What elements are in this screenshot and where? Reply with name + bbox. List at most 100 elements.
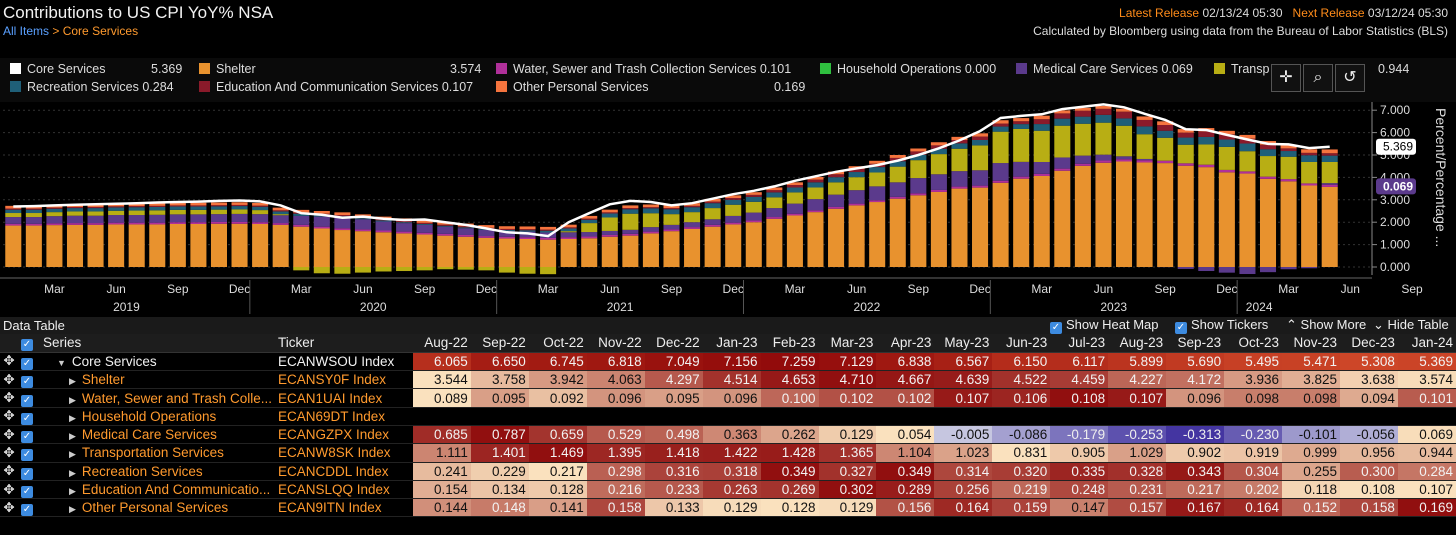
move-handle-icon[interactable]: ✥ <box>3 444 15 460</box>
legend-item-water-sewer[interactable]: Water, Sewer and Trash Collection Servic… <box>496 62 791 76</box>
show-tickers-toggle[interactable]: ✓ Show Tickers <box>1175 317 1269 334</box>
legend-item-shelter[interactable]: Shelter 3.574 <box>199 62 481 76</box>
table-cell: 4.514 <box>702 370 761 389</box>
ticker[interactable]: ECAN1UAI Index <box>277 390 383 406</box>
move-handle-icon[interactable]: ✥ <box>3 499 15 515</box>
series-name[interactable]: ▶ Other Personal Services <box>40 499 275 517</box>
table-row[interactable]: ✥ ✓ ▶ Water, Sewer and Trash Colle... ECAN1U… <box>0 388 1456 408</box>
row-checkbox[interactable]: ✓ <box>18 444 40 462</box>
zoom-icon[interactable]: ⌕ <box>1303 64 1333 92</box>
column-header-month[interactable]: Jun-23 <box>992 334 1051 353</box>
breadcrumb-current[interactable]: Core Services <box>62 24 139 38</box>
ticker[interactable]: ECANSLQQ Index <box>277 482 390 498</box>
table-row[interactable]: ✥ ✓ ▶ Household Operations ECAN69DT Index <box>0 407 1456 426</box>
series-name[interactable]: ▶ Water, Sewer and Trash Colle... <box>40 389 275 407</box>
series-name[interactable]: ▶ Education And Communicatio... <box>40 480 275 498</box>
column-header-month[interactable]: Dec-22 <box>644 334 703 353</box>
table-row[interactable]: ✥ ✓ ▶ Medical Care Services ECANGZPX Index 0.… <box>0 425 1456 444</box>
ticker[interactable]: ECAN69DT Index <box>277 408 386 424</box>
ticker[interactable]: ECANW8SK Index <box>277 445 391 461</box>
move-handle-icon[interactable]: ✥ <box>3 463 15 479</box>
bar-segment <box>1177 129 1194 133</box>
column-header-month[interactable]: Apr-23 <box>876 334 935 353</box>
ticker[interactable]: ECANWSOU Index <box>277 353 395 369</box>
move-handle-icon[interactable]: ✥ <box>3 481 15 497</box>
ticker[interactable]: ECANSY0F Index <box>277 372 387 388</box>
bar-segment <box>25 209 42 214</box>
column-header-month[interactable]: May-23 <box>934 334 993 353</box>
row-checkbox[interactable]: ✓ <box>18 499 40 517</box>
column-header-month[interactable]: Nov-23 <box>1282 334 1340 353</box>
table-row[interactable]: ✥ ✓ ▼ Core Services ECANWSOU Index 6.065 6.650… <box>0 352 1456 371</box>
expand-arrow-icon[interactable]: ▶ <box>68 431 76 442</box>
column-header-month[interactable]: Oct-23 <box>1224 334 1283 353</box>
column-header-month[interactable]: Sep-23 <box>1166 334 1225 353</box>
legend-item-household-operations[interactable]: Household Operations 0.000 <box>820 62 996 76</box>
bar-segment <box>272 214 289 216</box>
series-name[interactable]: ▶ Transportation Services <box>40 444 275 462</box>
ticker[interactable]: ECANGZPX Index <box>277 427 390 443</box>
legend-item-transportation[interactable]: Transp <box>1214 62 1269 76</box>
crosshair-icon[interactable]: ✛ <box>1271 64 1301 92</box>
legend-item-education[interactable]: Education And Communication Services 0.1… <box>199 80 473 94</box>
ticker[interactable]: ECAN9ITN Index <box>277 500 382 516</box>
column-header-month[interactable]: Jul-23 <box>1050 334 1109 353</box>
move-handle-icon[interactable]: ✥ <box>3 371 15 387</box>
reset-icon[interactable]: ↺ <box>1335 64 1365 92</box>
series-name[interactable]: ▶ Medical Care Services <box>40 425 275 443</box>
series-name[interactable]: ▶ Household Operations <box>40 407 275 425</box>
move-handle-icon[interactable]: ✥ <box>3 408 15 424</box>
hide-table-button[interactable]: ⌄ Hide Table <box>1373 317 1449 332</box>
table-row[interactable]: ✥ ✓ ▶ Recreation Services ECANCDDL Index 0.24… <box>0 462 1456 481</box>
legend-item-medical-care[interactable]: Medical Care Services 0.069 <box>1016 62 1193 76</box>
expand-arrow-icon[interactable]: ▶ <box>68 376 76 387</box>
expand-arrow-icon[interactable]: ▶ <box>68 467 76 478</box>
expand-arrow-icon[interactable]: ▶ <box>68 412 76 423</box>
expand-arrow-icon[interactable]: ▶ <box>68 394 76 405</box>
move-handle-icon[interactable]: ✥ <box>3 353 15 369</box>
move-handle-icon[interactable]: ✥ <box>3 426 15 442</box>
expand-arrow-icon[interactable]: ▶ <box>68 504 76 515</box>
table-row[interactable]: ✥ ✓ ▶ Other Personal Services ECAN9ITN Index… <box>0 498 1456 517</box>
column-header-month[interactable]: Mar-23 <box>818 334 877 353</box>
table-row[interactable]: ✥ ✓ ▶ Education And Communicatio... ECANSLQQ… <box>0 480 1456 499</box>
column-header-month[interactable]: Feb-23 <box>760 334 819 353</box>
column-header-ticker[interactable]: Ticker <box>274 334 413 353</box>
column-header-month[interactable]: Aug-22 <box>412 334 471 353</box>
table-row[interactable]: ✥ ✓ ▶ Shelter ECANSY0F Index 3.544 3.758 3.942 4… <box>0 370 1456 389</box>
column-header-month[interactable]: Sep-22 <box>470 334 529 353</box>
row-checkbox[interactable]: ✓ <box>18 371 40 389</box>
column-header-month[interactable]: Aug-23 <box>1108 334 1167 353</box>
legend-item-core-services[interactable]: Core Services 5.369 <box>10 62 182 76</box>
collapse-arrow-icon[interactable]: ▼ <box>56 357 66 368</box>
row-checkbox[interactable]: ✓ <box>18 407 40 425</box>
expand-arrow-icon[interactable]: ▶ <box>68 486 76 497</box>
column-header-month[interactable]: Nov-22 <box>586 334 645 353</box>
show-more-button[interactable]: ⌃ Show More <box>1286 317 1367 332</box>
move-handle-icon[interactable]: ✥ <box>3 390 15 406</box>
breadcrumb-root[interactable]: All Items <box>3 24 50 38</box>
x-tick-label: Jun <box>847 282 866 296</box>
series-name[interactable]: ▼ Core Services <box>40 352 275 370</box>
expand-arrow-icon[interactable]: ▶ <box>68 449 76 460</box>
row-checkbox[interactable]: ✓ <box>18 352 40 370</box>
column-header-month[interactable]: Oct-22 <box>528 334 587 353</box>
column-header-series[interactable]: Series <box>39 334 275 353</box>
table-row[interactable]: ✥ ✓ ▶ Transportation Services ECANW8SK Index… <box>0 443 1456 463</box>
series-name[interactable]: ▶ Recreation Services <box>40 462 275 480</box>
bar-segment <box>108 215 125 223</box>
legend-item-recreation[interactable]: Recreation Services 0.284 <box>10 80 174 94</box>
row-checkbox[interactable]: ✓ <box>18 480 40 499</box>
legend-item-other-personal[interactable]: Other Personal Services 0.169 <box>496 80 805 94</box>
series-name[interactable]: ▶ Shelter <box>40 371 275 389</box>
row-checkbox[interactable]: ✓ <box>18 425 40 444</box>
bar-segment <box>190 214 207 223</box>
header-select-all[interactable]: ✓ <box>17 334 40 353</box>
column-header-month[interactable]: Dec-23 <box>1339 334 1398 353</box>
ticker[interactable]: ECANCDDL Index <box>277 463 389 479</box>
row-checkbox[interactable]: ✓ <box>18 462 40 480</box>
row-checkbox[interactable]: ✓ <box>18 389 40 407</box>
column-header-month[interactable]: Jan-23 <box>702 334 761 353</box>
show-heat-map-toggle[interactable]: ✓ Show Heat Map <box>1050 317 1159 334</box>
column-header-month[interactable]: Jan-24 <box>1397 334 1456 353</box>
